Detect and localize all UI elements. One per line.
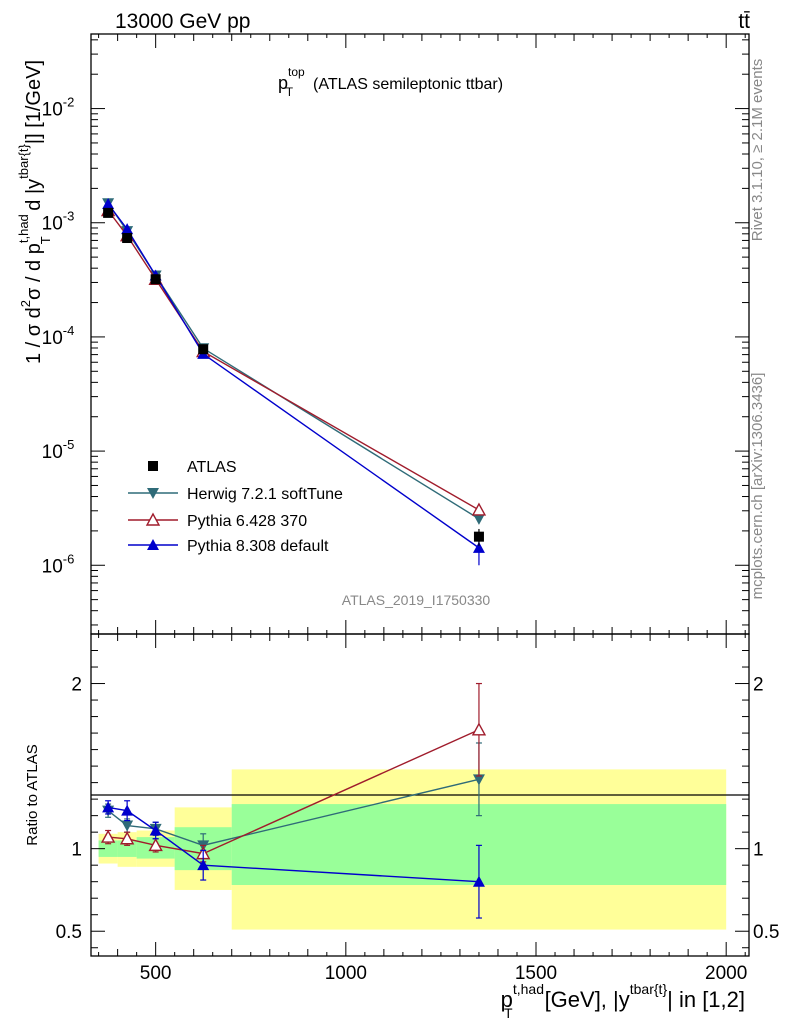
ratio-series-pythia-8-308-default: [102, 800, 485, 919]
legend-marker-atlas: [148, 461, 158, 471]
ratio-tick-label-left-0: 0.5: [56, 922, 82, 943]
series-pythia-6-428-370: [100, 203, 487, 516]
ratio-tick-label-left-1: 1: [71, 840, 82, 861]
ratio-tick-label-right-1: 1: [753, 840, 764, 861]
ratio-plot-frame: [90, 633, 750, 957]
ratio-band-stat-1: [117, 840, 137, 857]
rivet-version-text: Rivet 3.1.10, ≥ 2.1M events: [749, 59, 766, 242]
ratio-y-axis-label: Ratio to ATLAS: [24, 744, 41, 845]
ratio-band-stat-0: [98, 840, 118, 857]
chart-title-sub: T: [286, 85, 294, 99]
legend-entry-herwig-7-2-1-softtune: Herwig 7.2.1 softTune: [128, 486, 343, 503]
ratio-point-pythia-6-428-370-2: [148, 837, 163, 852]
legend-label-atlas: ATLAS: [187, 459, 237, 476]
ratio-tick-label-left-2: 2: [71, 675, 82, 696]
ratio-point-pythia-6-428-370-4: [471, 722, 487, 736]
legend-marker-pythia-8-308-default: [147, 539, 159, 550]
y-tick-label-1: 10-3: [42, 209, 75, 235]
x-tick-label-3: 2000: [705, 963, 747, 984]
point-herwig-7-2-1-softtune-4: [472, 513, 485, 525]
y-tick-label-0: 10-2: [42, 95, 75, 121]
analysis-watermark: ATLAS_2019_I1750330: [342, 592, 491, 608]
ratio-plot-series: [100, 682, 487, 919]
ratio-point-pythia-8-308-default-1: [121, 804, 134, 816]
x-tick-label-2: 1500: [515, 963, 557, 984]
series-herwig-7-2-1-softtune: [102, 198, 485, 525]
ratio-point-pythia-8-308-default-2: [149, 824, 162, 836]
axis-ticks: 500 1000 1500 2000 10-2 10-3 10-4 10-5 10-6 0.5 0.…: [42, 34, 779, 984]
legend-marker-herwig-7-2-1-softtune: [147, 488, 159, 499]
point-atlas-0: [103, 207, 114, 218]
legend-label-herwig-7-2-1-softtune: Herwig 7.2.1 softTune: [187, 486, 343, 503]
legend: ATLAS Herwig 7.2.1 softTune Pythia 6.428 3…: [128, 459, 343, 555]
chart-title-rest: (ATLAS semileptonic ttbar): [313, 76, 503, 93]
series-line-herwig-7-2-1-softtune: [107, 202, 480, 520]
point-pythia-8-308-default-0: [102, 197, 115, 209]
x-tick-label-0: 500: [140, 963, 172, 984]
legend-entry-pythia-6-428-370: Pythia 6.428 370: [128, 512, 307, 530]
y-tick-label-4: 10-6: [42, 551, 75, 577]
ratio-point-pythia-8-308-default-4: [472, 875, 485, 887]
point-pythia-8-308-default-4: [472, 541, 485, 553]
x-tick-label-1: 1000: [325, 963, 367, 984]
series-line-pythia-6-428-370: [107, 210, 480, 511]
point-atlas-2: [150, 274, 161, 285]
header-left: 13000 GeV pp: [115, 10, 250, 33]
point-atlas-4: [473, 531, 484, 542]
series-pythia-8-308-default: [102, 197, 485, 566]
ratio-uncertainty-bands: [98, 769, 727, 930]
y-tick-label-3: 10-5: [42, 437, 75, 463]
y-tick-label-2: 10-4: [42, 323, 75, 349]
point-pythia-6-428-370-4: [471, 502, 487, 516]
chart-title-p: p: [278, 73, 288, 93]
legend-entry-pythia-8-308-default: Pythia 8.308 default: [128, 538, 329, 555]
header-right: tt̄: [738, 10, 750, 33]
legend-marker-pythia-6-428-370: [145, 512, 161, 526]
chart-title: ptop T (ATLAS semileptonic ttbar): [278, 65, 503, 99]
ratio-point-pythia-8-308-default-3: [197, 859, 210, 871]
ratio-tick-label-right-2: 2: [753, 675, 764, 696]
x-axis-label: pt,had T[GeV], |ytbar{t}| in [1,2]: [501, 981, 745, 1021]
point-atlas-3: [198, 344, 209, 355]
ratio-tick-label-right-0: 0.5: [753, 922, 779, 943]
point-atlas-1: [122, 233, 133, 244]
series-atlas: [103, 207, 484, 546]
legend-entry-atlas: ATLAS: [148, 459, 237, 476]
ratio-series-pythia-6-428-370: [100, 682, 487, 863]
ratio-point-pythia-8-308-default-0: [102, 801, 115, 813]
y-axis-label: 1 / σ d2σ / d pt,had T d |ytbar{t}|] [1/G…: [16, 60, 53, 364]
legend-label-pythia-8-308-default: Pythia 8.308 default: [187, 538, 329, 555]
main-plot-series: [100, 197, 487, 566]
chart-title-sup: top: [288, 65, 305, 79]
mcplots-credit-text: mcplots.cern.ch [arXiv:1306.3436]: [749, 373, 766, 600]
ratio-point-pythia-6-428-370-1: [119, 831, 135, 845]
ratio-point-pythia-6-428-370-0: [100, 829, 116, 843]
legend-label-pythia-6-428-370: Pythia 6.428 370: [187, 513, 307, 530]
point-pythia-8-308-default-1: [121, 223, 134, 235]
ratio-point-herwig-7-2-1-softtune-1: [121, 820, 134, 832]
ratio-point-herwig-7-2-1-softtune-4: [472, 774, 485, 786]
